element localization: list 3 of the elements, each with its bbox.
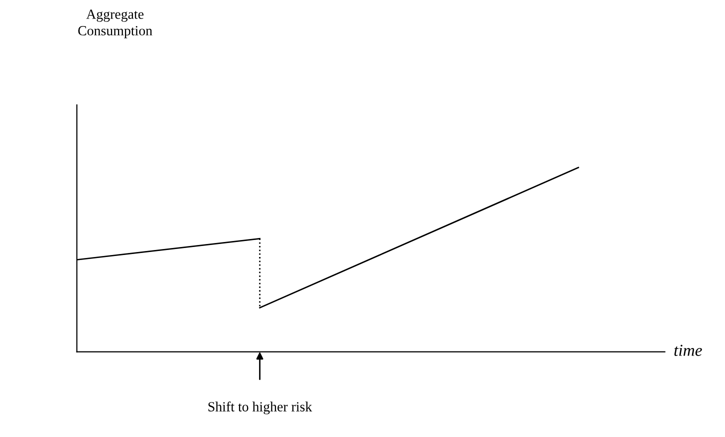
x-axis-title: time <box>674 344 702 356</box>
text: Aggregate Consumption <box>78 10 152 38</box>
text: Shift to higher risk <box>208 402 312 414</box>
